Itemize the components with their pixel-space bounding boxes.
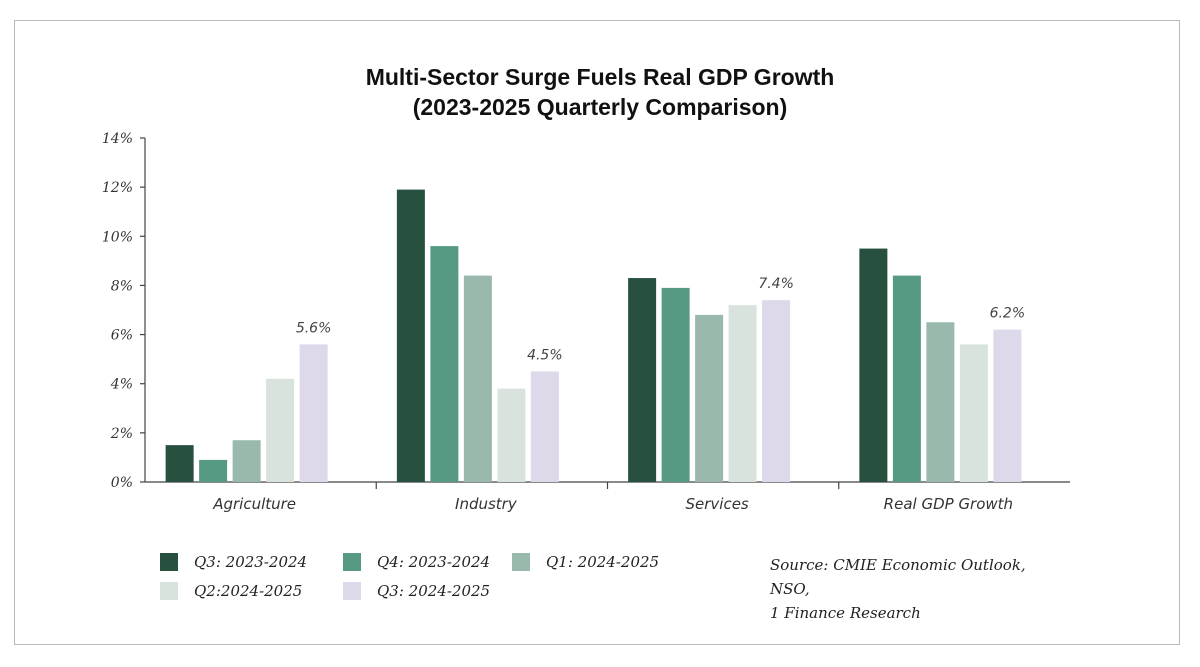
chart-subtitle: (2023-2025 Quarterly Comparison) (412, 94, 788, 120)
legend: Q3: 2023-2024 Q4: 2023-2024 Q1: 2024-2025 Q… (160, 553, 720, 613)
bar (959, 344, 988, 482)
bar (463, 275, 492, 482)
legend-label: Q1: 2024-2025 (546, 553, 660, 571)
x-tick-label: Industry (455, 495, 518, 513)
y-tick-label: 12% (102, 180, 133, 196)
data-label: 5.6% (296, 320, 332, 336)
chart-labels: 5.6% 4.5% 7.4% 6.2% (296, 276, 1025, 363)
legend-label: Q3: 2024-2025 (377, 582, 491, 600)
legend-swatch (512, 553, 530, 571)
x-tick-label: Services (685, 495, 748, 513)
bar (165, 445, 194, 482)
legend-item: Q3: 2024-2025 (343, 582, 490, 600)
y-tick-label: 4% (110, 377, 133, 393)
bar (628, 278, 657, 482)
legend-item: Q4: 2023-2024 (343, 553, 490, 571)
y-tick-label: 8% (111, 278, 133, 294)
bar (232, 440, 261, 482)
legend-swatch (160, 582, 178, 600)
y-tick-label: 14% (102, 131, 133, 147)
data-label: 6.2% (990, 306, 1026, 322)
bar (926, 322, 955, 482)
chart-title-block: Multi-Sector Surge Fuels Real GDP Growth… (0, 62, 1200, 122)
legend-item: Q3: 2023-2024 (160, 553, 307, 571)
legend-swatch (343, 582, 361, 600)
y-tick-label: 10% (102, 229, 133, 245)
bar (695, 314, 724, 482)
bar (199, 459, 228, 482)
chart-title: Multi-Sector Surge Fuels Real GDP Growth (365, 64, 835, 90)
legend-item: Q2:2024-2025 (160, 582, 302, 600)
legend-item: Q1: 2024-2025 (512, 553, 659, 571)
y-tick-label: 2% (110, 426, 133, 442)
bar (859, 248, 888, 482)
data-label: 4.5% (527, 347, 563, 363)
legend-label: Q4: 2023-2024 (377, 553, 491, 571)
y-tick-label: 0% (111, 475, 133, 491)
bar (266, 378, 295, 482)
data-label: 7.4% (758, 276, 794, 292)
bar (762, 300, 791, 482)
bar (728, 305, 757, 482)
bar (396, 189, 425, 482)
source-line-2: 1 Finance Research (770, 604, 921, 622)
legend-swatch (343, 553, 361, 571)
chart-axes: 0% 2% 4% 6% 8% 10% 12% 14% Agriculture Industry Se… (102, 131, 1070, 513)
legend-label: Q2:2024-2025 (194, 582, 303, 600)
bar (430, 246, 459, 482)
bar (530, 371, 559, 482)
source-line-1: Source: CMIE Economic Outlook, NSO, (770, 556, 1026, 598)
source-note: Source: CMIE Economic Outlook, NSO, 1 Fi… (770, 553, 1070, 625)
bar (993, 329, 1022, 482)
bar (497, 388, 526, 482)
chart-frame (14, 20, 1180, 645)
y-tick-label: 6% (111, 328, 133, 344)
legend-swatch (160, 553, 178, 571)
bar (892, 275, 921, 482)
legend-label: Q3: 2023-2024 (194, 553, 308, 571)
bar (299, 344, 328, 482)
bar (661, 287, 690, 482)
chart-bars (165, 189, 1022, 482)
x-tick-label: Real GDP Growth (884, 495, 1013, 513)
x-tick-label: Agriculture (212, 495, 296, 513)
